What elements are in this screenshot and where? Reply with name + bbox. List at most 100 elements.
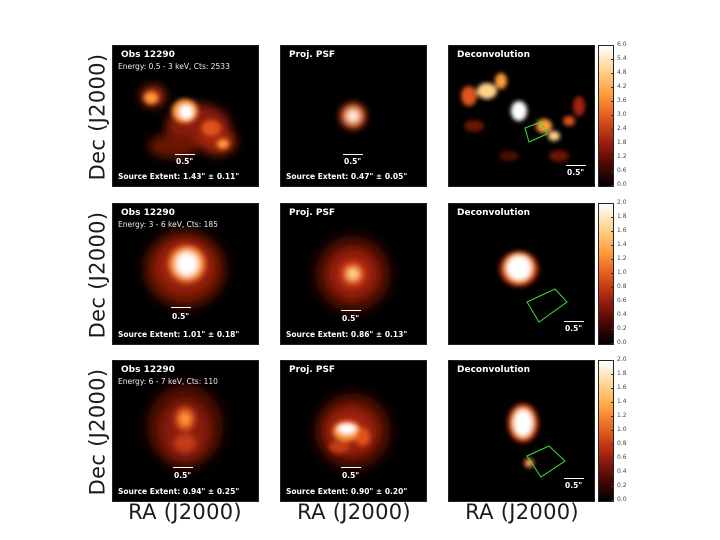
obs-title-row-1: Obs 12290 — [121, 50, 175, 60]
colorbar-tick-label: 0.0 — [611, 496, 644, 504]
obs-subtitle-row-3: Energy: 6 - 7 keV, Cts: 110 — [118, 377, 218, 386]
colorbar-tick-label: 1.2 — [611, 255, 644, 263]
deconv-image-row-3 — [507, 403, 566, 478]
scale-bar-obs-row-3 — [173, 467, 193, 468]
colorbar-tick-label: 5.4 — [611, 55, 644, 63]
ylabel-row-2: Dec (J2000) — [85, 211, 110, 338]
scale-label-psf-row-3: 0.5" — [342, 471, 360, 480]
scale-label-deconv-row-2: 0.5" — [565, 324, 583, 333]
colorbar-tick-label: 0.2 — [611, 325, 644, 333]
colorbar-tick-label: 0.6 — [611, 297, 644, 305]
scale-label-obs-row-1: 0.5" — [176, 157, 194, 166]
colorbar-row-1 — [598, 45, 614, 187]
ylabel-row-3: Dec (J2000) — [85, 368, 110, 495]
scale-bar-deconv-row-1 — [566, 165, 586, 166]
scale-bar-obs-row-2 — [171, 307, 191, 308]
psf-panel-row-1: Proj. PSF 0.5" Source Extent: 0.47" ± 0.… — [280, 45, 427, 187]
obs-panel-row-2: Obs 12290 Energy: 3 - 6 keV, Cts: 185 0.… — [112, 203, 259, 345]
colorbar-ticks-row-3: 2.0 1.8 1.6 1.4 1.2 1.0 0.8 0.6 0.4 0.2 … — [611, 356, 644, 503]
obs-panel-row-1: Obs 12290 Energy: 0.5 - 3 keV, Cts: 2533… — [112, 45, 259, 187]
region-wedge-row-1 — [524, 121, 548, 143]
region-wedge-row-3 — [526, 445, 566, 478]
scale-bar-psf-row-2 — [341, 310, 361, 311]
obs-image-row-1 — [141, 86, 236, 158]
deconv-image-row-2 — [499, 251, 568, 323]
scale-bar-deconv-row-3 — [564, 478, 584, 479]
colorbar-tick-label: 0.0 — [611, 181, 644, 189]
scale-bar-deconv-row-2 — [564, 321, 584, 322]
colorbar-tick-label: 0.2 — [611, 482, 644, 490]
obs-image-row-2 — [145, 231, 225, 307]
obs-panel-row-3: Obs 12290 Energy: 6 - 7 keV, Cts: 110 0.… — [112, 360, 259, 502]
colorbar-tick-label: 3.6 — [611, 97, 644, 105]
colorbar-tick-label: 2.0 — [611, 356, 644, 364]
colorbar-tick-label: 6.0 — [611, 41, 644, 49]
deconv-panel-row-2: Deconvolution 0.5" — [448, 203, 595, 345]
colorbar-tick-label: 0.0 — [611, 339, 644, 347]
colorbar-ticks-row-2: 2.0 1.8 1.6 1.4 1.2 1.0 0.8 0.6 0.4 0.2 … — [611, 199, 644, 346]
deconv-title-row-3: Deconvolution — [457, 365, 531, 375]
scale-bar-obs-row-1 — [175, 154, 195, 155]
deconv-panel-row-3: Deconvolution 0.5" — [448, 360, 595, 502]
obs-extent-row-2: Source Extent: 1.01" ± 0.18" — [118, 330, 240, 339]
colorbar-tick-label: 1.0 — [611, 426, 644, 434]
deconv-panel-row-1: Deconvolution 0.5" — [448, 45, 595, 187]
colorbar-tick-label: 1.6 — [611, 384, 644, 392]
psf-image-row-3 — [315, 393, 391, 469]
xlabel-col-2: RA (J2000) — [297, 500, 411, 524]
psf-extent-row-3: Source Extent: 0.90" ± 0.20" — [286, 487, 408, 496]
deconv-title-row-2: Deconvolution — [457, 208, 531, 218]
deconv-image-row-1 — [461, 73, 585, 162]
scale-label-psf-row-2: 0.5" — [342, 314, 360, 323]
ylabel-row-1: Dec (J2000) — [85, 53, 110, 180]
colorbar-tick-label: 4.8 — [611, 69, 644, 77]
xlabel-col-1: RA (J2000) — [128, 500, 242, 524]
colorbar-tick-label: 1.8 — [611, 139, 644, 147]
scale-bar-psf-row-3 — [341, 467, 361, 468]
colorbar-tick-label: 0.8 — [611, 440, 644, 448]
psf-panel-row-3: Proj. PSF 0.5" Source Extent: 0.90" ± 0.… — [280, 360, 427, 502]
colorbar-tick-label: 3.0 — [611, 111, 644, 119]
colorbar-ticks-row-1: 6.0 5.4 4.8 4.2 3.6 3.0 2.4 1.8 1.2 0.6 … — [611, 41, 644, 188]
psf-title-row-3: Proj. PSF — [289, 365, 336, 375]
colorbar-tick-label: 2.0 — [611, 199, 644, 207]
obs-image-row-3 — [147, 384, 223, 468]
obs-title-row-3: Obs 12290 — [121, 365, 175, 375]
colorbar-tick-label: 1.4 — [611, 398, 644, 406]
scale-label-obs-row-3: 0.5" — [174, 471, 192, 480]
scale-label-psf-row-1: 0.5" — [344, 157, 362, 166]
psf-title-row-1: Proj. PSF — [289, 50, 336, 60]
scale-label-deconv-row-1: 0.5" — [567, 168, 585, 177]
xlabel-col-3: RA (J2000) — [465, 500, 579, 524]
scale-label-deconv-row-3: 0.5" — [565, 481, 583, 490]
colorbar-tick-label: 1.8 — [611, 370, 644, 378]
colorbar-tick-label: 1.6 — [611, 227, 644, 235]
colorbar-tick-label: 1.2 — [611, 153, 644, 161]
colorbar-tick-label: 2.4 — [611, 125, 644, 133]
colorbar-row-3 — [598, 360, 614, 502]
psf-image-row-2 — [315, 236, 391, 312]
psf-extent-row-2: Source Extent: 0.86" ± 0.13" — [286, 330, 408, 339]
colorbar-tick-label: 4.2 — [611, 83, 644, 91]
deconv-title-row-1: Deconvolution — [457, 50, 531, 60]
obs-title-row-2: Obs 12290 — [121, 208, 175, 218]
colorbar-tick-label: 1.4 — [611, 241, 644, 249]
scale-bar-psf-row-1 — [343, 154, 363, 155]
colorbar-tick-label: 1.8 — [611, 213, 644, 221]
obs-subtitle-row-1: Energy: 0.5 - 3 keV, Cts: 2533 — [118, 62, 230, 71]
psf-image-row-1 — [339, 102, 367, 130]
colorbar-tick-label: 0.6 — [611, 167, 644, 175]
colorbar-tick-label: 0.4 — [611, 468, 644, 476]
obs-extent-row-1: Source Extent: 1.43" ± 0.11" — [118, 172, 240, 181]
colorbar-tick-label: 0.8 — [611, 283, 644, 291]
obs-subtitle-row-2: Energy: 3 - 6 keV, Cts: 185 — [118, 220, 218, 229]
region-wedge-row-2 — [526, 288, 568, 323]
colorbar-tick-label: 0.6 — [611, 454, 644, 462]
scale-label-obs-row-2: 0.5" — [172, 312, 190, 321]
psf-title-row-2: Proj. PSF — [289, 208, 336, 218]
psf-extent-row-1: Source Extent: 0.47" ± 0.05" — [286, 172, 408, 181]
colorbar-tick-label: 0.4 — [611, 311, 644, 319]
obs-extent-row-3: Source Extent: 0.94" ± 0.25" — [118, 487, 240, 496]
colorbar-tick-label: 1.2 — [611, 412, 644, 420]
colorbar-row-2 — [598, 203, 614, 345]
